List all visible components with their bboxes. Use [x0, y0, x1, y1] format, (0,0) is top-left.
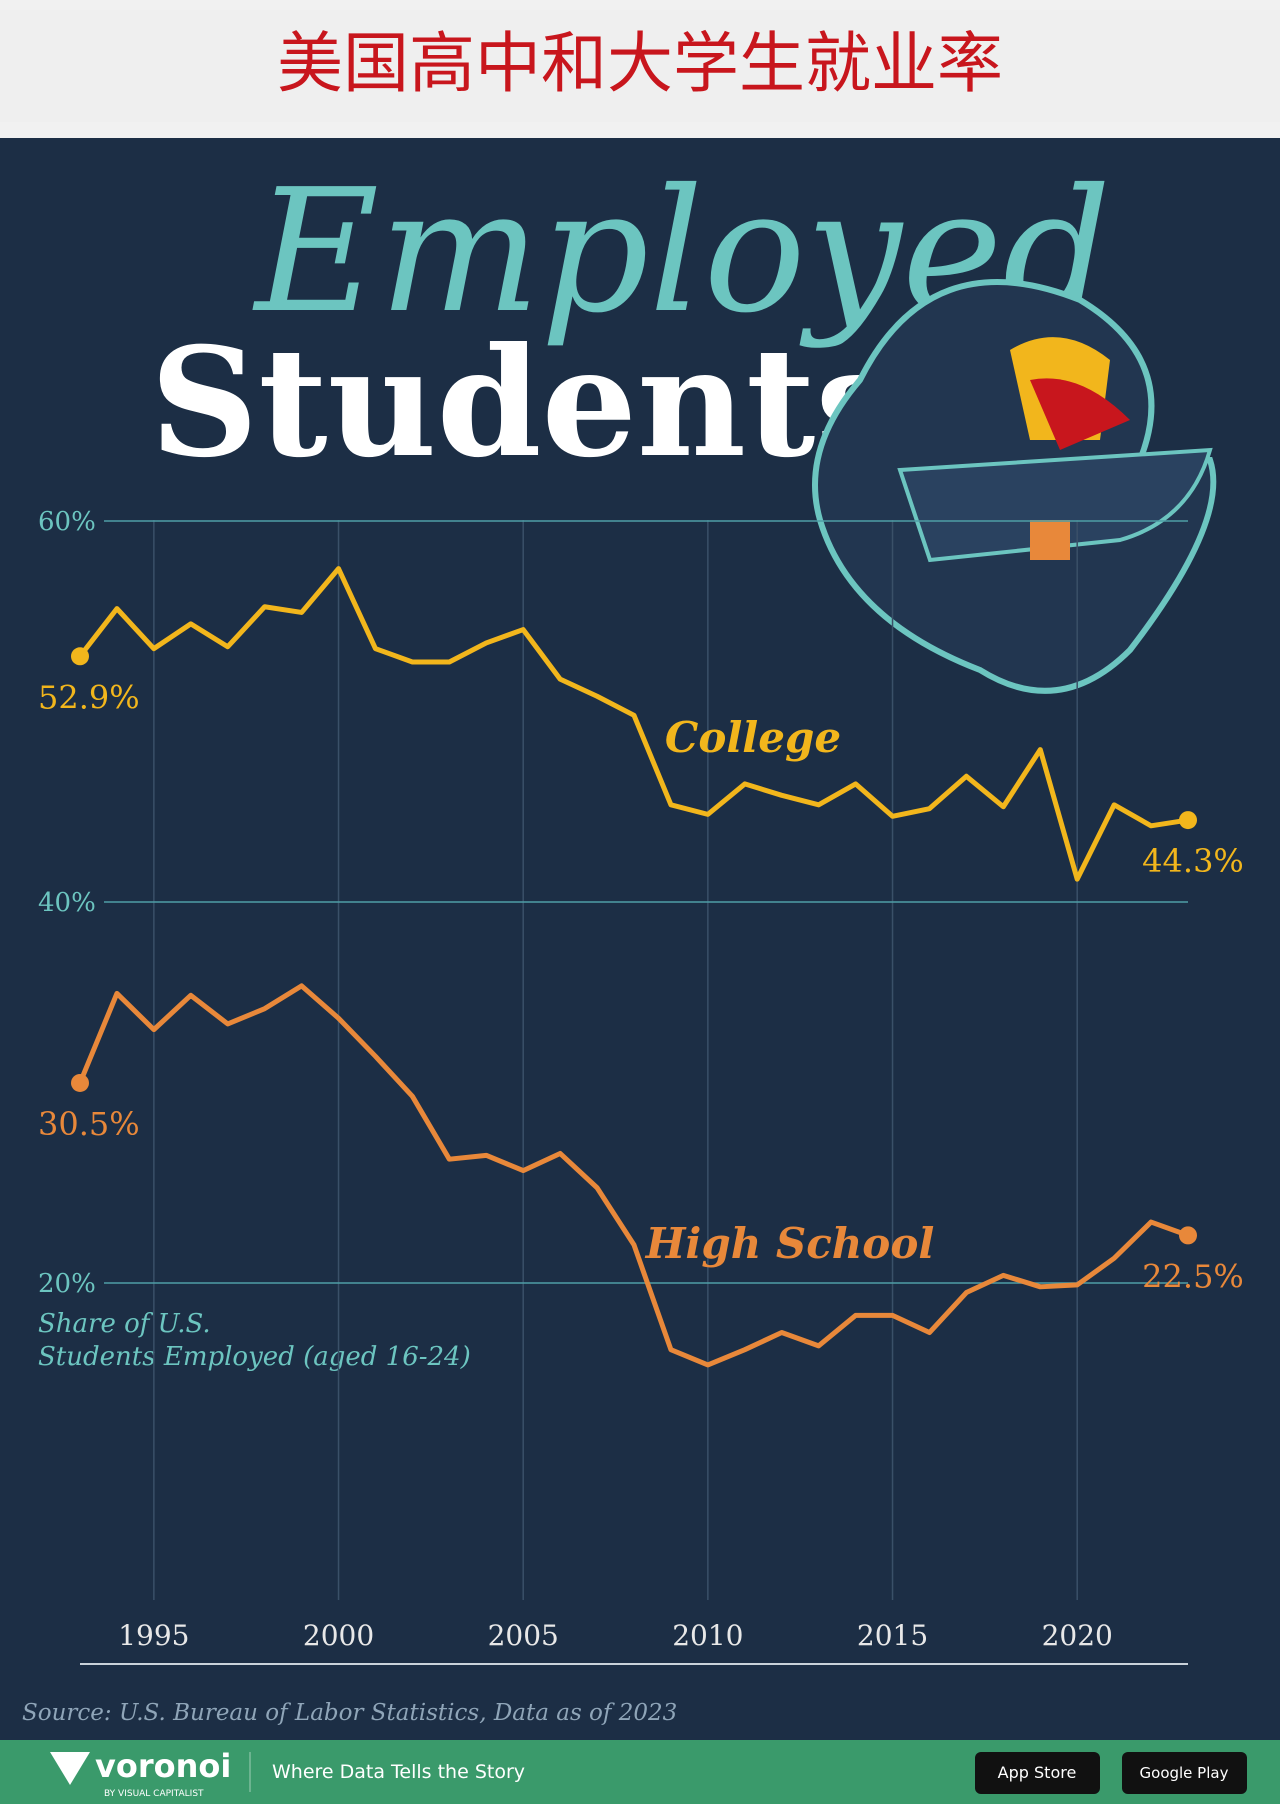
series-line: [77, 983, 1189, 1368]
value-label: 52.9%: [38, 678, 140, 716]
y-tick-label: 20%: [38, 1269, 96, 1299]
subtitle: Students: [150, 315, 900, 491]
y-tick-label: 60%: [38, 507, 96, 537]
backpack-illustration: [812, 279, 1217, 694]
brand-sub: BY VISUAL CAPITALIST: [104, 1789, 204, 1799]
logo: [50, 1752, 90, 1785]
y-axis-label-line: Students Employed (aged 16-24): [38, 1342, 471, 1372]
end-point: [71, 647, 89, 666]
x-tick-label: 2005: [488, 1619, 559, 1652]
x-tick-label: 2000: [303, 1619, 374, 1652]
series-line: [78, 566, 1189, 882]
legend-label: High School: [645, 1219, 935, 1268]
value-label: 22.5%: [1142, 1257, 1244, 1295]
x-tick-label: 2010: [672, 1619, 743, 1652]
y-tick-label: 40%: [38, 888, 96, 918]
app-store[interactable]: App Store: [998, 1763, 1077, 1782]
plot: 1995 2000 2005 2010 2015 2020 20% 40% 60% 52.9% 44…: [38, 507, 1244, 1665]
google-play-badge[interactable]: [1122, 1752, 1247, 1794]
value-label: 30.5%: [38, 1105, 140, 1143]
source: Source: U.S. Bureau of Labor Statistics,…: [22, 1700, 677, 1726]
header-title: 美国高中和大学生就业率: [277, 25, 1003, 102]
brand: voronoi: [95, 1747, 231, 1785]
end-point: [71, 1073, 89, 1092]
y-axis-label-line: Share of U.S.: [38, 1309, 211, 1339]
google-play[interactable]: Google Play: [1140, 1764, 1229, 1782]
tagline: Where Data Tells the Story: [272, 1761, 525, 1783]
header-band: [0, 10, 1280, 122]
x-tick-label: 2020: [1042, 1619, 1113, 1652]
x-tick-label: 2015: [857, 1619, 928, 1652]
value-label: 44.3%: [1142, 842, 1244, 880]
app-store-badge[interactable]: [975, 1752, 1100, 1794]
y-axis-label: Share of U.S. Students Employed (aged 16-…: [38, 1309, 471, 1372]
legend-label: College: [665, 713, 841, 762]
end-point: [1179, 1226, 1197, 1245]
x-tick-label: 1995: [118, 1619, 189, 1652]
end-point: [1179, 811, 1197, 830]
